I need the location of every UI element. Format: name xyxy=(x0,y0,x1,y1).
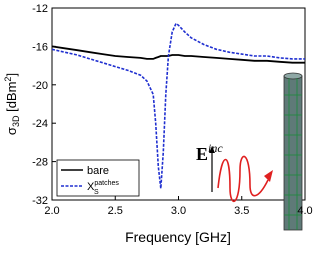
series-line xyxy=(51,45,305,64)
legend-label: Xpatches S xyxy=(87,180,119,196)
y-tick-label: -16 xyxy=(32,41,48,53)
chart: σ3D [dBm2] Frequency [GHz] Einc -32 -28 -2… xyxy=(3,3,313,245)
y-label-sub: 3D xyxy=(11,115,21,127)
y-tick-label: -24 xyxy=(32,118,48,130)
series-line xyxy=(51,22,305,189)
cylinder-patches xyxy=(284,78,302,230)
y-tick-label: -32 xyxy=(32,195,48,207)
legend-name-sup: patches xyxy=(94,180,119,187)
y-tick-label: -28 xyxy=(32,157,48,169)
y-label-sup: 2 xyxy=(3,77,13,82)
legend-name-sub: S xyxy=(94,189,99,196)
cylinder-top xyxy=(283,72,303,80)
y-axis-label: σ3D [dBm2] xyxy=(3,73,21,135)
y-label-base: σ xyxy=(4,127,19,135)
inset: Einc xyxy=(196,72,303,231)
legend-name: X xyxy=(87,181,95,193)
legend-box xyxy=(56,159,140,197)
field-label-sup: inc xyxy=(208,141,223,155)
y-label-end: ] xyxy=(4,73,19,77)
field-label: Einc xyxy=(196,141,223,164)
x-axis-label: Frequency [GHz] xyxy=(125,229,231,245)
y-tick-label: -12 xyxy=(32,3,48,15)
x-tick-label: 3.5 xyxy=(234,205,249,217)
x-tick-label: 4.0 xyxy=(297,205,312,217)
legend-label: bare xyxy=(87,165,109,177)
field-label-base: E xyxy=(196,144,208,164)
x-tick-label: 3.0 xyxy=(171,205,186,217)
x-tick-label: 2.5 xyxy=(108,205,123,217)
wave xyxy=(217,155,269,203)
wave-arrowhead xyxy=(264,170,273,182)
legend-name: bare xyxy=(87,165,109,177)
y-label-text: σ3D [dBm2] xyxy=(3,73,21,135)
field-arrowhead xyxy=(209,146,215,153)
y-label-mid: [dBm xyxy=(4,82,19,116)
x-tick-label: 2.0 xyxy=(44,205,59,217)
y-tick-label: -20 xyxy=(32,80,48,92)
